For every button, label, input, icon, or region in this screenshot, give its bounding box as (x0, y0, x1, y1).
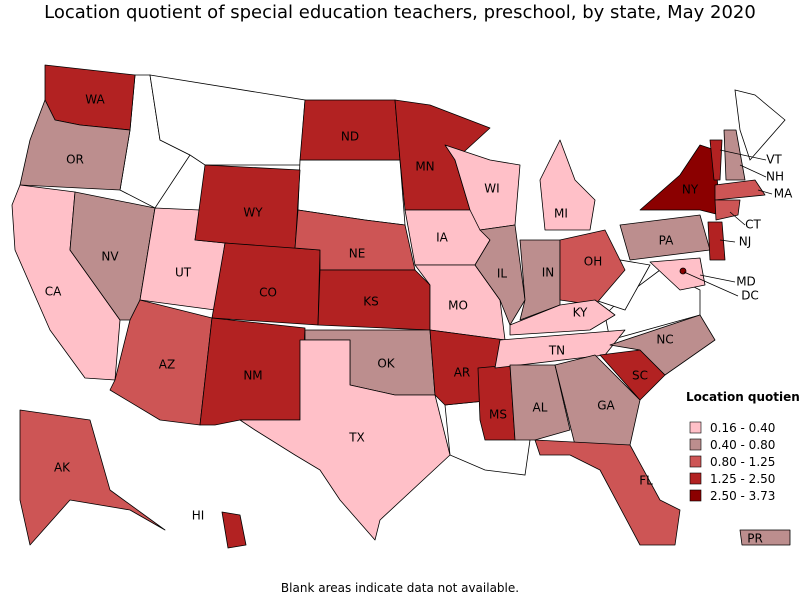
state-region (534, 439, 681, 546)
state-label: NJ (739, 235, 752, 249)
state-region (19, 409, 166, 546)
state-label: MI (554, 207, 568, 221)
footnote: Blank areas indicate data not available. (281, 581, 519, 595)
legend-swatch (689, 455, 702, 468)
state-label: OR (66, 153, 84, 167)
state-label: WY (243, 206, 263, 220)
state-label: MD (736, 275, 756, 289)
state-label: ND (341, 130, 359, 144)
legend-title: Location quotient (686, 390, 800, 404)
legend-label: 1.25 - 2.50 (710, 472, 775, 486)
legend-label: 0.80 - 1.25 (710, 455, 775, 469)
state-label: MN (415, 160, 434, 174)
state-label: UT (175, 266, 192, 280)
state-label: WI (484, 182, 499, 196)
state-label: AK (54, 461, 71, 475)
legend-swatch (689, 421, 702, 434)
state-label: CO (259, 286, 277, 300)
state-label: TN (548, 344, 565, 358)
state-label: FL (639, 474, 653, 488)
state-label: DC (741, 289, 759, 303)
state-region (679, 267, 687, 275)
legend-swatch (689, 438, 702, 451)
state-label: NV (101, 250, 119, 264)
state-region (739, 529, 791, 546)
state-label: CA (45, 285, 62, 299)
state-region (714, 179, 766, 201)
state-region (709, 139, 723, 181)
state-region (239, 339, 451, 541)
state-label: MA (774, 187, 793, 201)
state-label: GA (597, 399, 615, 413)
legend-swatch (689, 489, 702, 502)
state-region (609, 314, 716, 376)
state-label: AR (454, 366, 471, 380)
state-label: NH (766, 170, 784, 184)
legend-swatch (689, 472, 702, 485)
legend-label: 0.40 - 0.80 (710, 438, 775, 452)
state-label: KY (573, 306, 588, 320)
state-label: NE (349, 247, 366, 261)
state-region (211, 242, 321, 326)
state-label: AL (533, 401, 548, 415)
state-label: SC (632, 369, 648, 383)
states (11, 64, 791, 549)
state-region (554, 354, 641, 446)
state-label: HI (192, 509, 205, 523)
state-region (474, 224, 526, 326)
legend-label: 0.16 - 0.40 (710, 421, 775, 435)
state-label: IN (542, 266, 555, 280)
state-label: KS (363, 295, 379, 309)
state-label: NC (656, 333, 673, 347)
state-region (559, 229, 626, 306)
state-label: IL (497, 267, 508, 281)
legend: Location quotient 0.16 - 0.40 0.40 - 0.80… (686, 390, 800, 503)
state-region (649, 257, 706, 291)
leader-lines (683, 149, 773, 297)
state-region (477, 364, 516, 441)
state-region (509, 364, 571, 441)
state-label: CT (745, 218, 761, 232)
state-label: MS (489, 408, 507, 422)
state-label: OK (377, 357, 395, 371)
blank-states (119, 74, 786, 476)
legend-label: 2.50 - 3.73 (710, 489, 775, 503)
state-label: AZ (159, 358, 175, 372)
state-label: PA (659, 234, 674, 248)
map-title: Location quotient of special education t… (44, 2, 756, 23)
state-label: IA (436, 231, 449, 245)
state-labels: WA OR CA NV UT AZ WY CO NM ND NE KS OK T… (45, 93, 793, 546)
state-label: PR (747, 532, 763, 546)
state-region (519, 239, 561, 321)
state-region (723, 129, 746, 181)
state-region (221, 511, 247, 549)
state-label: NY (682, 183, 699, 197)
state-label: VT (766, 153, 782, 167)
state-label: OH (584, 255, 602, 269)
state-label: WA (85, 93, 105, 107)
state-region (19, 99, 131, 191)
state-label: MO (448, 299, 468, 313)
state-label: TX (348, 431, 365, 445)
state-region (707, 221, 726, 261)
state-label: NM (243, 369, 262, 383)
state-region (509, 299, 616, 336)
state-region (639, 144, 721, 216)
state-region (539, 139, 596, 231)
